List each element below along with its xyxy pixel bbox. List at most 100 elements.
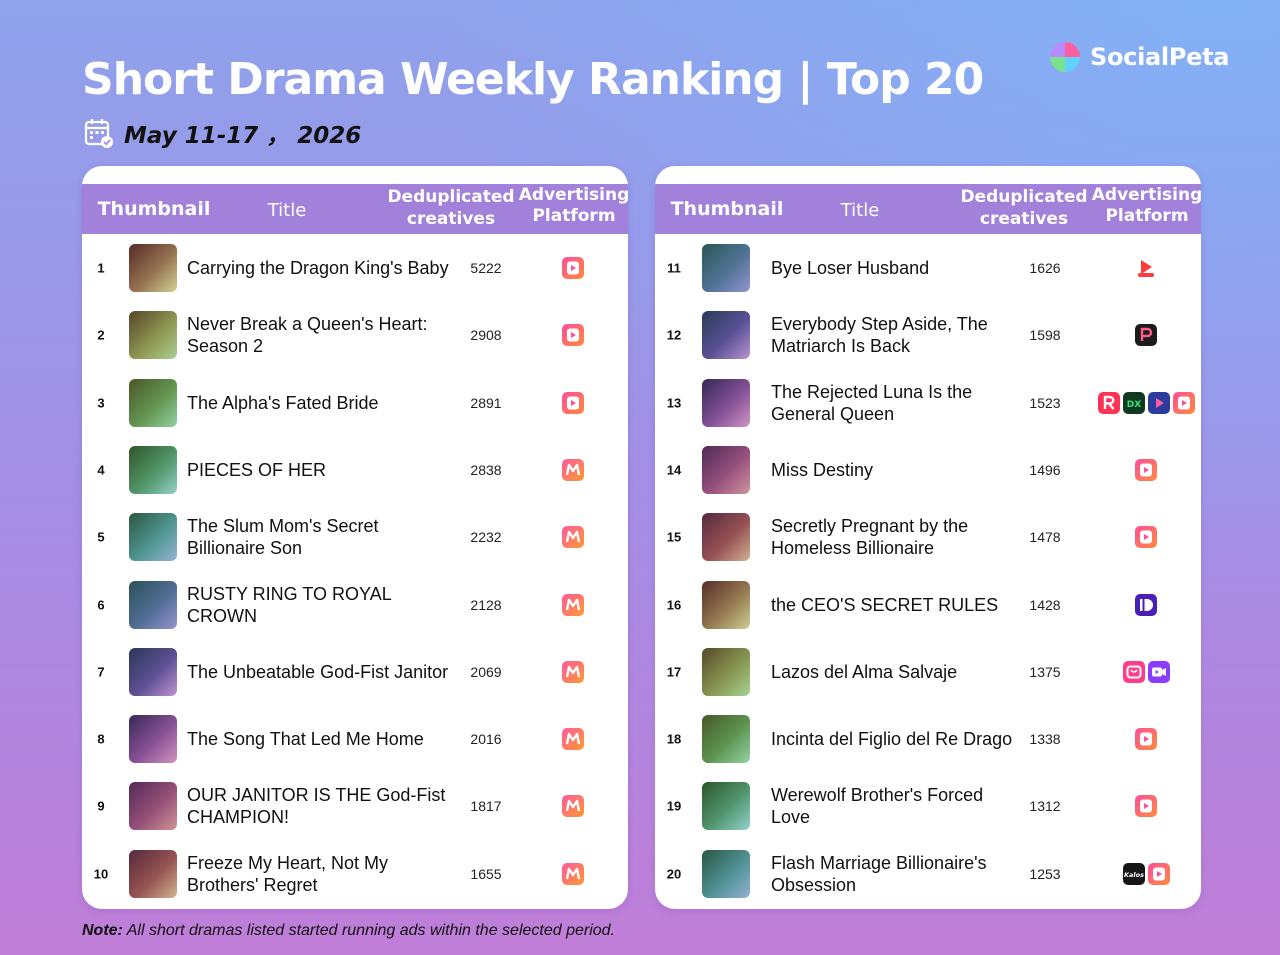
- platform-icons: [1091, 458, 1201, 481]
- drama-title[interactable]: Freeze My Heart, Not My Brothers' Regret: [187, 852, 389, 895]
- drama-thumbnail[interactable]: [129, 849, 177, 898]
- table-row[interactable]: 4 PIECES OF HER 2838: [82, 436, 628, 504]
- drama-title[interactable]: Miss Destiny: [771, 459, 874, 480]
- drama-thumbnail[interactable]: [129, 715, 177, 764]
- drama-thumbnail[interactable]: [702, 513, 750, 562]
- table-header: Thumbnail Title Deduplicated creatives A…: [655, 184, 1201, 234]
- rank-number: 15: [666, 529, 682, 545]
- table-row[interactable]: 7 The Unbeatable God-Fist Janitor 2069: [82, 638, 628, 706]
- drama-title[interactable]: Flash Marriage Billionaire's Obsession: [771, 852, 987, 895]
- column-header-thumbnail: Thumbnail: [97, 198, 211, 220]
- drama-title[interactable]: OUR JANITOR IS THE God-Fist CHAMPION!: [187, 785, 446, 828]
- drama-thumbnail[interactable]: [129, 580, 177, 629]
- drama-title[interactable]: Bye Loser Husband: [771, 258, 930, 278]
- table-row[interactable]: 11 Bye Loser Husband 1626: [655, 234, 1201, 302]
- pink-play-platform-icon: [562, 257, 584, 279]
- creatives-count: 2232: [470, 529, 502, 546]
- table-row[interactable]: 6 RUSTY RING TO ROYAL CROWN 2128: [82, 571, 628, 639]
- drama-title[interactable]: RUSTY RING TO ROYAL CROWN: [187, 583, 392, 626]
- column-header-creatives-line1: Deduplicated: [387, 187, 515, 207]
- platform-icons: [518, 795, 628, 818]
- drama-title[interactable]: Werewolf Brother's Forced Love: [771, 785, 984, 828]
- rank-number: 13: [666, 395, 682, 411]
- pink-play-platform-icon: [1135, 795, 1157, 818]
- drama-title[interactable]: The Slum Mom's Secret Billionaire Son: [187, 516, 379, 559]
- table-row[interactable]: 14 Miss Destiny 1496: [655, 436, 1201, 504]
- date-row: May 11-17 ， 2026: [84, 116, 361, 150]
- drama-title[interactable]: The Song That Led Me Home: [187, 729, 424, 750]
- drama-title[interactable]: Never Break a Queen's Heart: Season 2: [187, 314, 428, 357]
- rank-number: 1: [97, 260, 105, 276]
- column-header-thumbnail: Thumbnail: [670, 198, 784, 220]
- platform-icons: [518, 728, 628, 751]
- drama-title[interactable]: PIECES OF HER: [187, 459, 327, 480]
- drama-thumbnail[interactable]: [129, 445, 177, 494]
- drama-title[interactable]: Incinta del Figlio del Re Drago: [771, 729, 1013, 750]
- table-row[interactable]: 18 Incinta del Figlio del Re Drago 1338: [655, 705, 1201, 773]
- footnote: Note: All short dramas listed started ru…: [82, 922, 615, 940]
- drama-thumbnail[interactable]: [129, 782, 177, 831]
- table-row[interactable]: 16 the CEO'S SECRET RULES 1428: [655, 571, 1201, 639]
- drama-title[interactable]: the CEO'S SECRET RULES: [771, 594, 999, 615]
- table-row[interactable]: 20 Flash Marriage Billionaire's Obsession…: [655, 840, 1201, 908]
- table-row[interactable]: 1 Carrying the Dragon King's Baby 5222: [82, 234, 628, 302]
- table-row[interactable]: 2 Never Break a Queen's Heart: Season 2 29…: [82, 301, 628, 369]
- column-header-creatives-line1: Deduplicated: [960, 187, 1088, 207]
- platform-icons: [1091, 728, 1201, 751]
- table-row[interactable]: 19 Werewolf Brother's Forced Love 1312: [655, 772, 1201, 840]
- creatives-count: 1626: [1029, 260, 1061, 276]
- footnote-label: Note:: [82, 922, 123, 939]
- table-row[interactable]: 13 The Rejected Luna Is the General Queen…: [655, 369, 1201, 437]
- table-row[interactable]: 9 OUR JANITOR IS THE God-Fist CHAMPION! 18…: [82, 772, 628, 840]
- table-row[interactable]: 12 Everybody Step Aside, The Matriarch Is…: [655, 301, 1201, 369]
- creatives-count: 1478: [1029, 529, 1061, 546]
- rank-number: 18: [666, 731, 682, 747]
- drama-title[interactable]: Carrying the Dragon King's Baby: [187, 258, 449, 278]
- svg-text:DX: DX: [1126, 400, 1140, 410]
- drama-thumbnail[interactable]: [702, 647, 750, 696]
- drama-thumbnail[interactable]: [129, 378, 177, 427]
- table-row[interactable]: 3 The Alpha's Fated Bride 2891: [82, 369, 628, 437]
- rank-number: 9: [97, 798, 105, 814]
- drama-title[interactable]: The Alpha's Fated Bride: [187, 392, 379, 413]
- rank-number: 6: [97, 597, 105, 612]
- orange-m-platform-icon: [562, 458, 584, 481]
- table-row[interactable]: 15 Secretly Pregnant by the Homeless Bill…: [655, 503, 1201, 571]
- purple-d-platform-icon: [1135, 593, 1157, 616]
- red-drama-platform-icon: [1135, 257, 1157, 279]
- orange-m-platform-icon: [562, 526, 584, 549]
- drama-thumbnail[interactable]: [702, 244, 750, 292]
- calendar-icon: [84, 119, 113, 148]
- platform-icons: [518, 458, 628, 481]
- column-header-title: Title: [840, 200, 880, 221]
- creatives-count: 1598: [1029, 327, 1061, 344]
- socialpeta-logo-icon: [1050, 42, 1080, 72]
- rank-number: 12: [666, 327, 682, 343]
- creatives-count: 1375: [1029, 663, 1061, 680]
- table-row[interactable]: 5 The Slum Mom's Secret Billionaire Son 22…: [82, 503, 628, 571]
- drama-thumbnail[interactable]: [702, 311, 750, 360]
- drama-thumbnail[interactable]: [702, 445, 750, 494]
- drama-title[interactable]: Lazos del Alma Salvaje: [771, 661, 958, 682]
- drama-thumbnail[interactable]: [129, 244, 177, 292]
- platform-icons: [518, 593, 628, 616]
- creatives-count: 2891: [470, 394, 502, 411]
- drama-thumbnail[interactable]: [702, 378, 750, 427]
- drama-thumbnail[interactable]: [702, 849, 750, 898]
- platform-icons: [518, 391, 628, 414]
- drama-thumbnail[interactable]: [702, 782, 750, 831]
- table-row[interactable]: 8 The Song That Led Me Home 2016: [82, 705, 628, 773]
- drama-thumbnail[interactable]: [129, 311, 177, 360]
- drama-thumbnail[interactable]: [702, 580, 750, 629]
- table-row[interactable]: 17 Lazos del Alma Salvaje 1375: [655, 638, 1201, 706]
- drama-title[interactable]: Secretly Pregnant by the Homeless Billio…: [771, 516, 969, 559]
- table-row[interactable]: 10 Freeze My Heart, Not My Brothers' Regr…: [82, 840, 628, 908]
- drama-title[interactable]: The Unbeatable God-Fist Janitor: [187, 661, 449, 682]
- platform-icons: [1091, 324, 1201, 347]
- drama-title[interactable]: Everybody Step Aside, The Matriarch Is B…: [771, 314, 988, 357]
- drama-title[interactable]: The Rejected Luna Is the General Queen: [771, 381, 973, 424]
- drama-thumbnail[interactable]: [129, 513, 177, 562]
- drama-thumbnail[interactable]: [702, 715, 750, 764]
- orange-m-platform-icon: [562, 728, 584, 751]
- drama-thumbnail[interactable]: [129, 647, 177, 696]
